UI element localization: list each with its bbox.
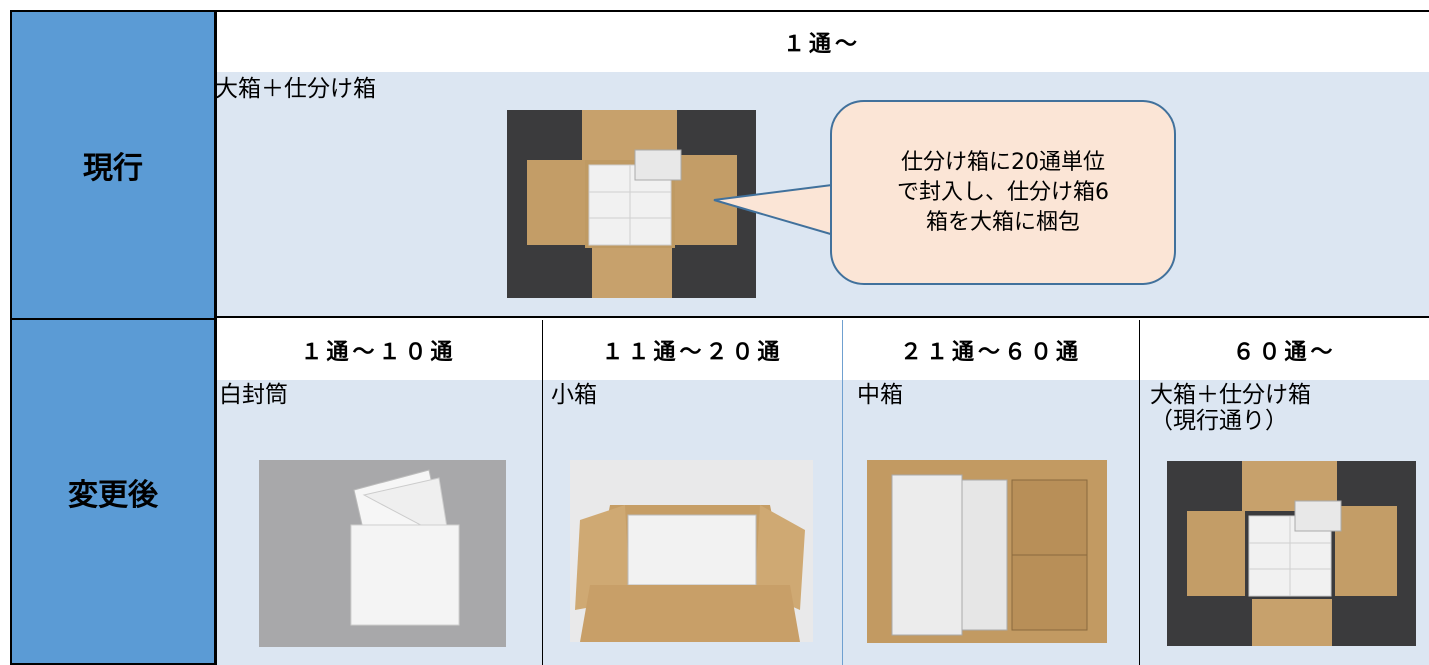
cell-label: 小箱 [551, 382, 597, 408]
row-label: 変更後 [10, 318, 216, 665]
cell-label: 大箱＋仕分け箱 [215, 76, 376, 102]
photo-large-box [507, 110, 756, 298]
photo-medium-box [867, 460, 1107, 643]
photo-envelope [259, 460, 506, 647]
photo-large-box [1167, 461, 1416, 646]
row-label-text: 現行 [83, 151, 143, 186]
column-header: １１通～２０通 [543, 320, 843, 380]
cell-label: 中箱 [857, 382, 903, 408]
cell-label-line: 白封筒 [219, 382, 288, 408]
cell-label-line: 大箱＋仕分け箱 [1150, 382, 1311, 408]
photo-small-box [570, 460, 813, 642]
column-header: ２１通～６０通 [843, 320, 1140, 380]
cell-label-line: 大箱＋仕分け箱 [215, 76, 376, 102]
cell-label: 白封筒 [219, 382, 288, 408]
callout-line: 仕分け箱に20通単位 [901, 149, 1105, 175]
header-text: １通～１０通 [300, 340, 457, 365]
cell-label: 大箱＋仕分け箱 （現行通り） [1150, 382, 1311, 434]
callout-seam [832, 187, 836, 231]
border [215, 10, 217, 665]
cell-label-line: （現行通り） [1150, 408, 1288, 434]
header-text: １１通～２０通 [601, 340, 784, 365]
cell-label-line: 小箱 [551, 382, 597, 408]
cell-label-line: 中箱 [857, 382, 903, 408]
callout-line: 箱を大箱に梱包 [925, 209, 1080, 235]
callout-line: で封入し、仕分け箱6 [897, 179, 1109, 205]
column-header: １通～ [215, 10, 1429, 72]
column-header: １通～１０通 [215, 320, 543, 380]
header-text: １通～ [782, 32, 861, 57]
header-text: ２１通～６０通 [899, 340, 1082, 365]
row-label-text: 変更後 [68, 477, 158, 513]
row-label: 現行 [10, 10, 216, 320]
callout: 仕分け箱に20通単位 で封入し、仕分け箱6 箱を大箱に梱包 [830, 100, 1176, 285]
column-header: ６０通～ [1140, 320, 1429, 380]
header-text: ６０通～ [1232, 340, 1337, 365]
